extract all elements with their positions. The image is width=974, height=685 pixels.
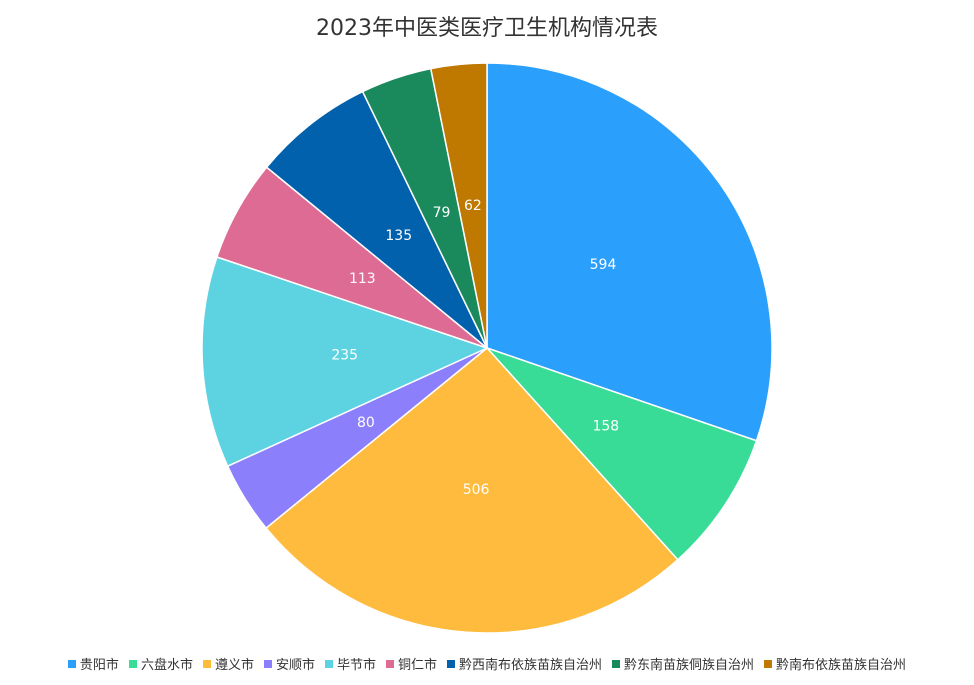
legend-swatch — [202, 659, 211, 668]
legend-label: 遵义市 — [214, 658, 254, 673]
legend-item[interactable]: 毕节市 — [324, 654, 376, 673]
legend-label: 毕节市 — [336, 658, 376, 673]
slice-value-label: 80 — [357, 415, 375, 431]
pie-slice-5[interactable] — [201, 256, 490, 468]
slice-value-label: 594 — [590, 257, 617, 273]
legend: 贵阳市 六盘水市 遵义市 安顺市 毕节市 铜仁市 黔西南布依族苗族自治州 黔东南苗族侗族自治州… — [0, 654, 974, 673]
legend-item[interactable]: 铜仁市 — [386, 654, 437, 673]
pie-chart: 594 158 506 80 235 113 135 79 62 — [201, 62, 773, 634]
pie-slice-9[interactable] — [429, 62, 488, 349]
slice-value-label: 79 — [433, 205, 451, 221]
legend-item[interactable]: 黔东南苗族侗族自治州 — [612, 654, 754, 673]
legend-swatch — [128, 659, 137, 668]
legend-swatch — [386, 659, 394, 668]
legend-label: 黔南布依族苗族自治州 — [776, 658, 907, 673]
legend-label: 黔西南布依族苗族自治州 — [459, 658, 603, 673]
legend-swatch — [612, 659, 621, 668]
slice-value-label: 135 — [385, 228, 412, 244]
legend-item[interactable]: 安顺市 — [263, 654, 315, 673]
legend-swatch — [764, 659, 773, 668]
legend-item[interactable]: 贵阳市 — [67, 654, 119, 673]
legend-swatch — [263, 659, 272, 668]
pie-slice-2[interactable] — [484, 346, 758, 561]
legend-label: 安顺市 — [275, 658, 315, 673]
legend-swatch — [324, 659, 333, 668]
pie-slice-1[interactable] — [486, 62, 773, 442]
legend-swatch — [447, 659, 456, 668]
legend-item[interactable]: 黔西南布依族苗族自治州 — [447, 654, 602, 673]
slice-value-label: 235 — [331, 347, 358, 363]
legend-item[interactable]: 遵义市 — [202, 654, 254, 673]
pie-slice-3[interactable] — [265, 346, 679, 634]
pie-slice-7[interactable] — [265, 90, 488, 349]
slice-value-label: 62 — [464, 198, 482, 214]
legend-item[interactable]: 六盘水市 — [128, 654, 193, 673]
slice-value-label: 158 — [592, 419, 619, 435]
slice-value-label: 506 — [463, 482, 490, 498]
legend-swatch — [67, 659, 76, 668]
legend-label: 黔东南苗族侗族自治州 — [624, 658, 755, 673]
legend-label: 贵阳市 — [79, 658, 119, 673]
legend-label: 六盘水市 — [140, 658, 193, 673]
legend-label: 铜仁市 — [398, 658, 438, 673]
slice-value-label: 113 — [349, 271, 376, 287]
chart-title: 2023年中医类医疗卫生机构情况表 — [316, 16, 658, 41]
legend-item[interactable]: 黔南布依族苗族自治州 — [764, 654, 906, 673]
